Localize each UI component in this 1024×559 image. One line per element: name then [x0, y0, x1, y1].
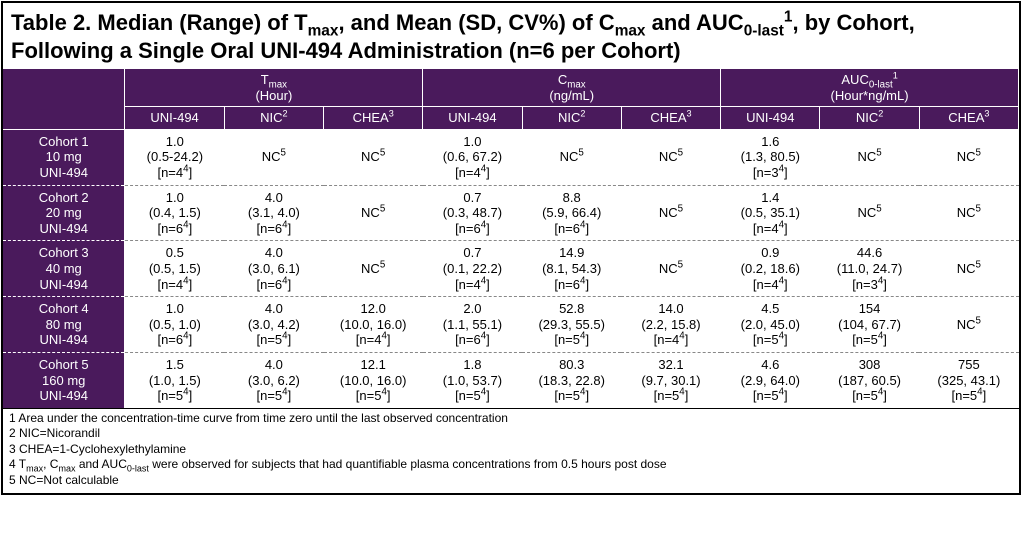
cell-4-4: 80.3(18.3, 22.8)[n=54]: [522, 352, 621, 408]
data-table: Tmax(Hour)Cmax(ng/mL)AUC0-last1(Hour*ng/…: [3, 68, 1019, 409]
row-label-4: Cohort 5160 mgUNI-494: [3, 352, 125, 408]
table-title: Table 2. Median (Range) of Tmax, and Mea…: [3, 3, 1019, 68]
cell-4-0: 1.5(1.0, 1.5)[n=54]: [125, 352, 224, 408]
cell-2-1: 4.0(3.0, 6.1)[n=64]: [224, 241, 323, 297]
cell-3-3: 2.0(1.1, 55.1)[n=64]: [423, 297, 522, 353]
cell-3-2: 12.0(10.0, 16.0)[n=44]: [324, 297, 423, 353]
column-sub-2: CHEA3: [324, 107, 423, 130]
footnote-4: 5 NC=Not calculable: [9, 473, 1013, 489]
column-sub-6: UNI-494: [721, 107, 820, 130]
cell-0-5: NC5: [621, 129, 720, 185]
column-sub-4: NIC2: [522, 107, 621, 130]
cell-3-4: 52.8(29.3, 55.5)[n=54]: [522, 297, 621, 353]
cell-1-2: NC5: [324, 185, 423, 241]
cell-0-0: 1.0(0.5-24.2)[n=44]: [125, 129, 224, 185]
row-label-2: Cohort 340 mgUNI-494: [3, 241, 125, 297]
cell-3-1: 4.0(3.0, 4.2)[n=54]: [224, 297, 323, 353]
cell-3-7: 154(104, 67.7)[n=54]: [820, 297, 919, 353]
column-group-0: Tmax(Hour): [125, 69, 423, 107]
cell-2-7: 44.6(11.0, 24.7)[n=34]: [820, 241, 919, 297]
footnote-2: 3 CHEA=1-Cyclohexylethylamine: [9, 442, 1013, 458]
cell-0-7: NC5: [820, 129, 919, 185]
cell-1-7: NC5: [820, 185, 919, 241]
cell-0-1: NC5: [224, 129, 323, 185]
cell-4-5: 32.1(9.7, 30.1)[n=54]: [621, 352, 720, 408]
footnote-3: 4 Tmax, Cmax and AUC0-last were observed…: [9, 457, 1013, 473]
cell-0-3: 1.0(0.6, 67.2)[n=44]: [423, 129, 522, 185]
cell-0-6: 1.6(1.3, 80.5)[n=34]: [721, 129, 820, 185]
column-sub-7: NIC2: [820, 107, 919, 130]
cell-4-6: 4.6(2.9, 64.0)[n=54]: [721, 352, 820, 408]
cell-1-3: 0.7(0.3, 48.7)[n=64]: [423, 185, 522, 241]
column-sub-0: UNI-494: [125, 107, 224, 130]
footnote-1: 2 NIC=Nicorandil: [9, 426, 1013, 442]
cell-4-8: 755(325, 43.1)[n=54]: [919, 352, 1018, 408]
footnote-0: 1 Area under the concentration-time curv…: [9, 411, 1013, 427]
column-sub-8: CHEA3: [919, 107, 1018, 130]
table-container: Table 2. Median (Range) of Tmax, and Mea…: [1, 1, 1021, 495]
cell-1-1: 4.0(3.1, 4.0)[n=64]: [224, 185, 323, 241]
cell-4-7: 308(187, 60.5)[n=54]: [820, 352, 919, 408]
cell-1-4: 8.8(5.9, 66.4)[n=64]: [522, 185, 621, 241]
cell-0-4: NC5: [522, 129, 621, 185]
cell-4-1: 4.0(3.0, 6.2)[n=54]: [224, 352, 323, 408]
column-sub-1: NIC2: [224, 107, 323, 130]
cell-3-6: 4.5(2.0, 45.0)[n=54]: [721, 297, 820, 353]
cell-3-0: 1.0(0.5, 1.0)[n=64]: [125, 297, 224, 353]
cell-2-4: 14.9(8.1, 54.3)[n=64]: [522, 241, 621, 297]
cell-1-0: 1.0(0.4, 1.5)[n=64]: [125, 185, 224, 241]
row-label-3: Cohort 480 mgUNI-494: [3, 297, 125, 353]
corner-cell: [3, 69, 125, 130]
cell-2-8: NC5: [919, 241, 1018, 297]
cell-4-3: 1.8(1.0, 53.7)[n=54]: [423, 352, 522, 408]
cell-2-6: 0.9(0.2, 18.6)[n=44]: [721, 241, 820, 297]
cell-3-8: NC5: [919, 297, 1018, 353]
cell-0-2: NC5: [324, 129, 423, 185]
cell-0-8: NC5: [919, 129, 1018, 185]
cell-1-8: NC5: [919, 185, 1018, 241]
cell-4-2: 12.1(10.0, 16.0)[n=54]: [324, 352, 423, 408]
cell-1-5: NC5: [621, 185, 720, 241]
cell-2-5: NC5: [621, 241, 720, 297]
column-sub-5: CHEA3: [621, 107, 720, 130]
column-group-1: Cmax(ng/mL): [423, 69, 721, 107]
cell-2-3: 0.7(0.1, 22.2)[n=44]: [423, 241, 522, 297]
column-group-2: AUC0-last1(Hour*ng/mL): [721, 69, 1019, 107]
row-label-0: Cohort 110 mgUNI-494: [3, 129, 125, 185]
column-sub-3: UNI-494: [423, 107, 522, 130]
row-label-1: Cohort 220 mgUNI-494: [3, 185, 125, 241]
cell-2-2: NC5: [324, 241, 423, 297]
footnotes: 1 Area under the concentration-time curv…: [3, 409, 1019, 493]
cell-2-0: 0.5(0.5, 1.5)[n=44]: [125, 241, 224, 297]
cell-1-6: 1.4(0.5, 35.1)[n=44]: [721, 185, 820, 241]
cell-3-5: 14.0(2.2, 15.8)[n=44]: [621, 297, 720, 353]
